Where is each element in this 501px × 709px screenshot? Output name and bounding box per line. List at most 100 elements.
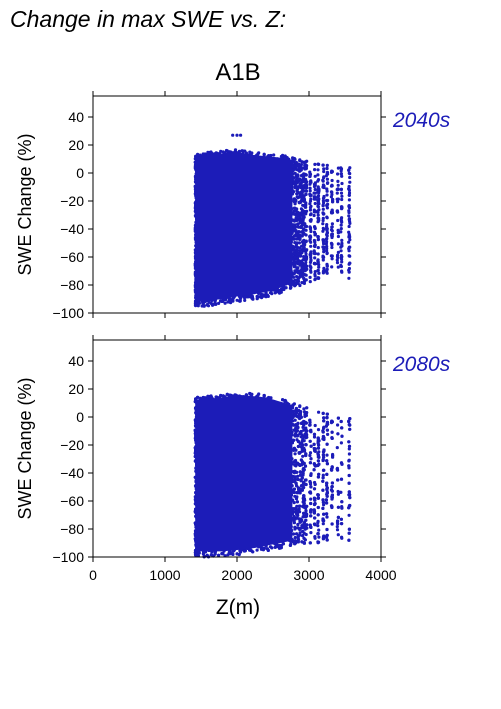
data-point: [335, 209, 339, 213]
data-point: [339, 264, 343, 269]
data-point: [347, 193, 351, 197]
data-point: [330, 245, 334, 250]
data-point: [321, 203, 325, 207]
data-point: [304, 189, 309, 193]
data-point: [348, 180, 352, 184]
data-point: [347, 171, 351, 175]
data-point: [347, 198, 351, 202]
data-point: [330, 234, 334, 238]
data-point: [336, 234, 340, 239]
data-point: [261, 294, 265, 298]
data-point: [322, 212, 326, 216]
data-point: [316, 276, 320, 280]
data-point: [296, 195, 300, 199]
data-point: [336, 172, 340, 176]
data-point: [295, 253, 299, 257]
data-point: [347, 235, 351, 239]
data-point: [340, 238, 344, 242]
data-point: [313, 274, 317, 278]
data-point: [292, 263, 296, 267]
data-point: [339, 219, 344, 223]
data-point: [289, 285, 293, 289]
data-point: [302, 255, 306, 259]
data-point: [304, 267, 308, 271]
data-point: [305, 159, 309, 163]
data-point: [292, 246, 296, 251]
data-point: [309, 240, 313, 244]
data-point: [308, 213, 313, 217]
data-point: [330, 243, 334, 247]
data-point: [298, 200, 302, 204]
data-point: [347, 210, 351, 215]
data-point: [313, 270, 317, 274]
data-point: [317, 197, 321, 201]
data-point: [316, 173, 320, 177]
data-point: [207, 300, 211, 304]
data-point: [239, 296, 243, 300]
data-point: [313, 201, 317, 206]
data-point: [317, 271, 321, 275]
data-point: [339, 223, 343, 227]
data-point: [193, 303, 198, 307]
data-point: [322, 266, 326, 270]
data-point: [294, 160, 298, 165]
data-point: [302, 277, 306, 281]
y-tick-label: 40: [68, 109, 84, 125]
data-point: [339, 253, 343, 258]
data-point: [309, 244, 313, 248]
data-point: [273, 291, 277, 295]
data-point: [330, 190, 334, 194]
data-point: [330, 257, 334, 261]
y-tick-label: −100: [52, 305, 84, 321]
data-point: [322, 250, 326, 254]
data-point: [296, 266, 300, 270]
data-point: [301, 177, 305, 181]
data-point: [340, 257, 344, 261]
data-point: [329, 195, 333, 199]
data-point: [316, 238, 320, 242]
data-point: [304, 273, 308, 277]
data-point: [308, 208, 312, 212]
data-point: [313, 168, 317, 172]
data-point: [330, 178, 334, 183]
data-point: [347, 204, 351, 208]
data-point: [312, 191, 316, 195]
data-point: [325, 215, 329, 219]
data-point: [304, 185, 308, 190]
data-point: [347, 266, 351, 271]
data-point: [313, 162, 317, 166]
data-point: [298, 234, 302, 238]
data-point: [322, 167, 326, 171]
data-point: [308, 275, 312, 279]
data-point: [340, 174, 344, 178]
data-point: [317, 216, 321, 221]
data-point: [304, 233, 308, 237]
data-point: [335, 191, 339, 195]
data-point: [297, 241, 301, 245]
data-point: [316, 262, 320, 266]
scatter-points: [193, 391, 352, 559]
data-point: [316, 201, 320, 206]
data-point: [322, 169, 326, 174]
data-point: [321, 222, 325, 226]
data-point: [317, 162, 321, 166]
data-point: [321, 216, 325, 220]
data-point: [330, 169, 334, 173]
data-point: [316, 168, 320, 172]
data-point: [316, 213, 320, 217]
data-point: [331, 197, 335, 202]
chart-title: A1B: [215, 59, 260, 86]
data-point: [313, 174, 317, 178]
data-point: [316, 194, 321, 198]
data-point: [312, 184, 317, 189]
data-point: [313, 197, 317, 201]
data-point: [313, 210, 317, 214]
data-point: [280, 288, 284, 292]
data-point: [325, 193, 329, 197]
data-point: [336, 218, 340, 223]
data-point: [348, 261, 352, 265]
data-point: [303, 224, 307, 228]
data-point: [300, 190, 304, 194]
data-point: [313, 277, 317, 281]
